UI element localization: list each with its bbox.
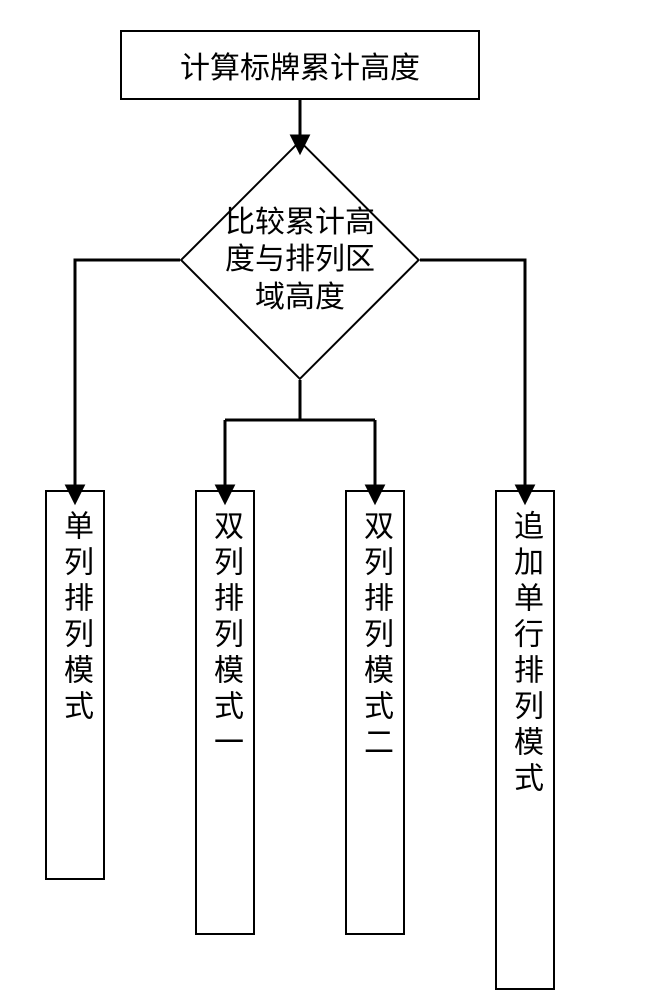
edge-decision-to-branch-4 <box>420 260 525 486</box>
edge-decision-to-branch-1 <box>75 260 180 486</box>
connectors <box>0 0 650 995</box>
